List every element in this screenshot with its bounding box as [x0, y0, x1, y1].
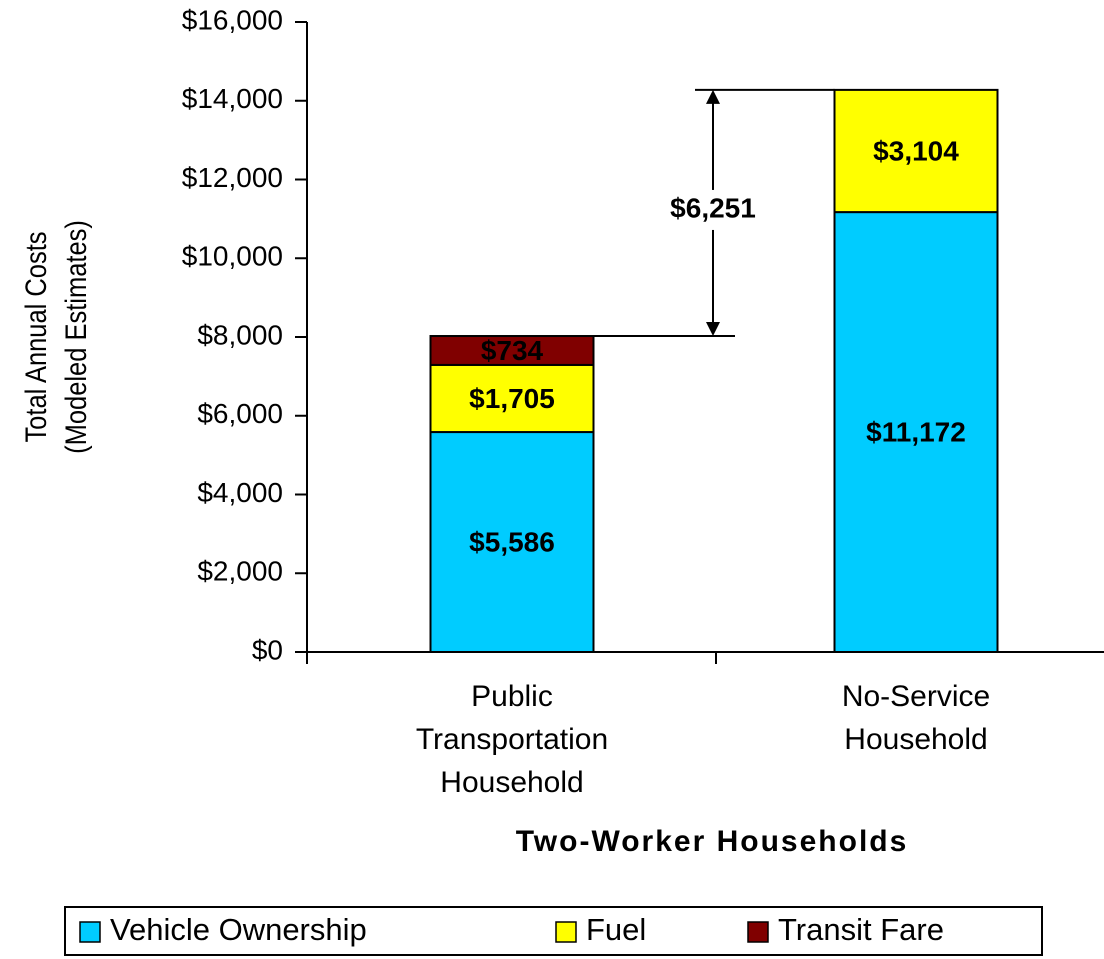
bar-segment: [833, 88, 999, 214]
legend-box: [64, 906, 1043, 956]
y-tick-label: $6,000: [197, 398, 283, 429]
value-label: $1,705: [469, 383, 555, 414]
value-label: $734: [481, 335, 544, 366]
annotation: $6,251: [670, 192, 756, 223]
y-tick-label: $16,000: [182, 4, 283, 35]
value-label: $5,586: [469, 526, 555, 557]
annotation-bg: [655, 189, 771, 230]
y-tick-label: $10,000: [182, 241, 283, 272]
y-axis-title: (Modeled Estimates): [59, 220, 92, 454]
x-tick-label: Public Transportation Household: [416, 680, 608, 799]
legend-label: Fuel: [586, 912, 646, 947]
arrow-head: [706, 89, 720, 104]
bar-segment: [429, 431, 595, 653]
bar-segment: [833, 211, 999, 653]
legend-swatch: [747, 921, 769, 943]
legend-label: Transit Fare: [778, 912, 944, 947]
value-label: $11,172: [866, 416, 966, 447]
legend-label: Vehicle Ownership: [110, 912, 367, 947]
x-axis-title: Two-Worker Households: [516, 825, 909, 858]
y-tick-label: $0: [252, 634, 283, 665]
y-tick-label: $8,000: [197, 319, 283, 350]
y-axis-title: Total Annual Costs: [19, 231, 52, 442]
y-tick-label: $4,000: [197, 477, 283, 508]
bar-segment: [429, 335, 595, 366]
legend-swatch: [79, 921, 101, 943]
y-tick-label: $2,000: [197, 556, 283, 587]
bar-segment: [429, 363, 595, 434]
legend-swatch: [555, 921, 577, 943]
value-label: $3,104: [873, 135, 959, 166]
y-tick-label: $12,000: [182, 162, 283, 193]
y-tick-label: $14,000: [182, 83, 283, 114]
x-tick-label: No-Service Household: [842, 680, 990, 756]
arrow-head: [706, 322, 720, 337]
